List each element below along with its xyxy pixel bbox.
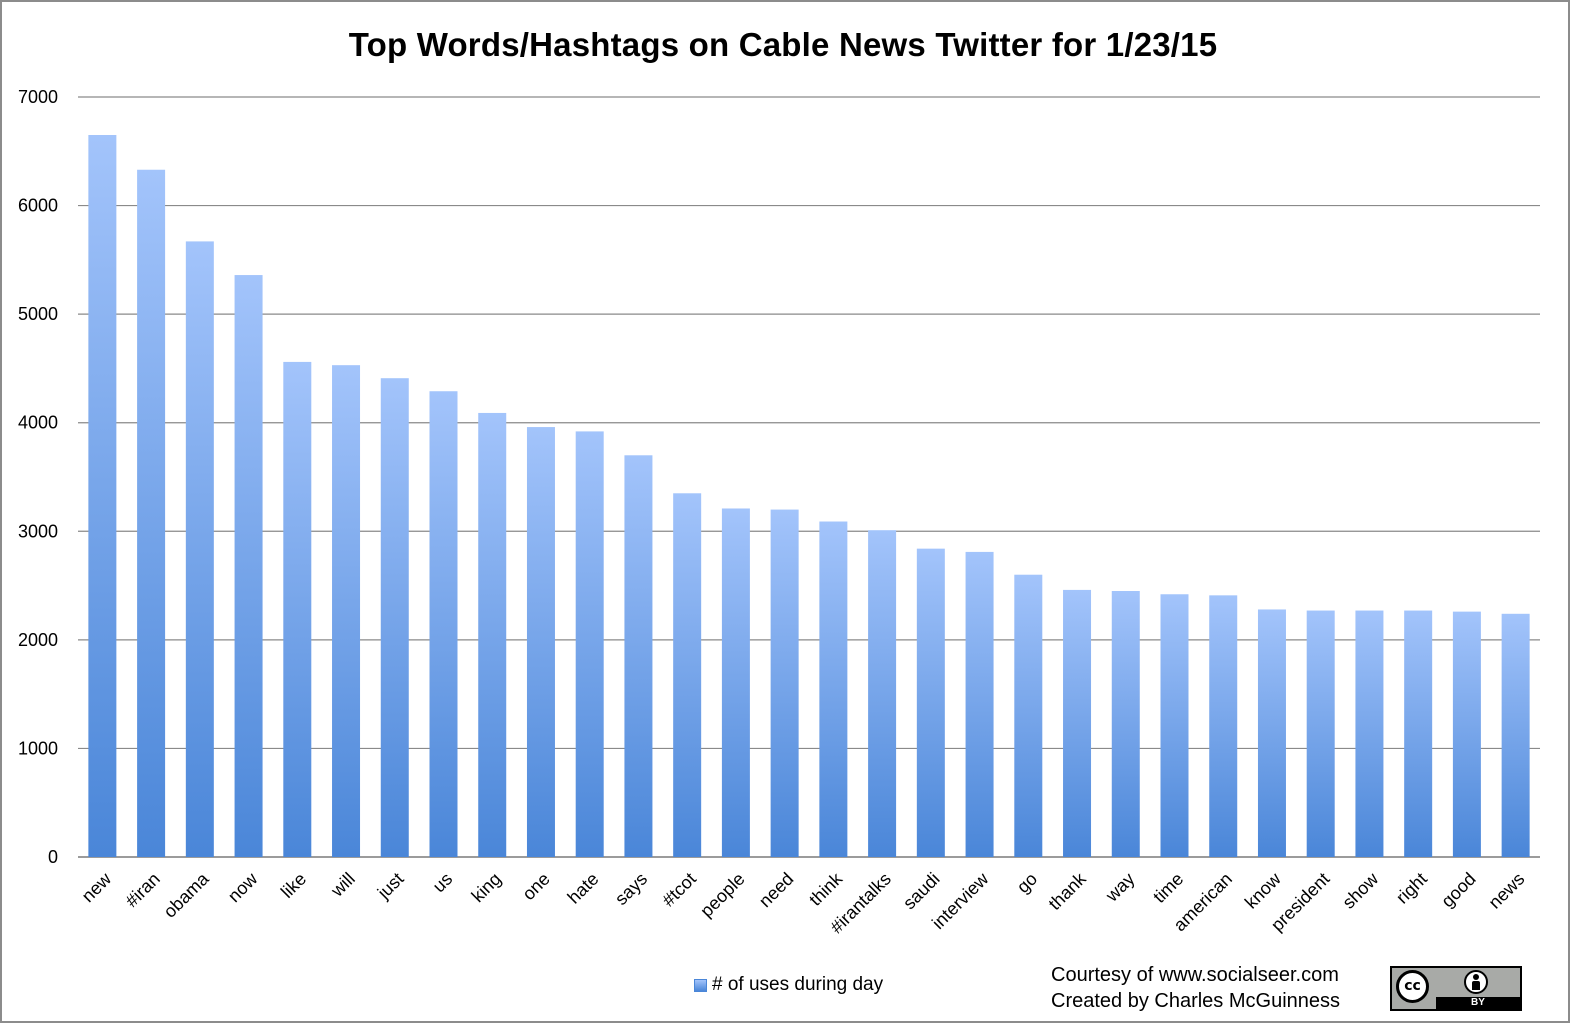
x-tick-label: just — [373, 869, 408, 904]
x-tick-label: obama — [160, 868, 214, 922]
credits-line-1: Courtesy of www.socialseer.com — [1051, 964, 1339, 986]
bar — [1160, 594, 1189, 857]
x-tick-label: will — [326, 869, 359, 902]
bar — [380, 378, 409, 857]
x-tick-label: one — [518, 869, 553, 904]
bar — [673, 493, 702, 857]
x-tick-label: think — [805, 868, 847, 910]
bar — [332, 365, 361, 857]
legend-swatch — [694, 978, 707, 992]
bar — [1111, 591, 1140, 857]
x-tick-label: new — [78, 868, 116, 906]
bar — [1209, 595, 1238, 857]
x-tick-label: thank — [1045, 868, 1091, 914]
bar — [137, 169, 166, 857]
by-label: BY — [1471, 997, 1485, 1008]
bar — [916, 548, 945, 857]
bar — [1501, 613, 1530, 857]
x-tick-label: us — [429, 869, 457, 897]
x-tick-label: time — [1149, 869, 1187, 907]
bars — [88, 135, 1530, 857]
y-tick-label: 4000 — [18, 413, 58, 433]
bar — [478, 412, 507, 857]
bar — [624, 455, 653, 857]
x-tick-label: #tcot — [658, 869, 700, 911]
x-tick-label: says — [611, 869, 651, 909]
bar — [868, 530, 897, 857]
legend-label: # of uses during day — [712, 974, 884, 995]
bar — [1014, 574, 1043, 857]
y-tick-label: 5000 — [18, 304, 58, 324]
y-tick-label: 1000 — [18, 738, 58, 758]
x-tick-label: king — [468, 869, 505, 906]
credits-line-2: Created by Charles McGuinness — [1051, 990, 1341, 1012]
x-tick-label: way — [1101, 869, 1138, 906]
cc-icon: cc — [1396, 970, 1429, 1003]
bar — [1257, 609, 1286, 857]
bar — [1063, 589, 1092, 857]
legend: # of uses during day — [694, 974, 883, 996]
x-tick-label: saudi — [899, 869, 944, 914]
x-tick-label: right — [1392, 869, 1431, 908]
y-tick-label: 0 — [48, 847, 58, 867]
credits: Courtesy of www.socialseer.com Created b… — [1051, 962, 1340, 1014]
x-tick-label: people — [696, 869, 748, 921]
bar — [1306, 610, 1335, 857]
bar — [1355, 610, 1384, 857]
x-tick-label: like — [277, 869, 310, 902]
bar — [721, 508, 750, 857]
y-tick-label: 7000 — [18, 87, 58, 107]
x-tick-label: need — [755, 869, 797, 911]
y-tick-label: 3000 — [18, 521, 58, 541]
x-tick-label: go — [1013, 869, 1041, 897]
bar — [1404, 610, 1433, 857]
y-axis-ticks: 0 1000 2000 3000 4000 5000 6000 7000 — [18, 87, 58, 867]
bar — [526, 427, 555, 857]
x-tick-label: show — [1338, 868, 1383, 913]
bar — [234, 275, 263, 857]
x-tick-label: #iran — [121, 869, 163, 911]
cc-by-icon: cc BY — [1390, 966, 1522, 1011]
bar — [1452, 611, 1481, 857]
bar — [575, 431, 604, 857]
x-tick-label: know — [1241, 868, 1286, 913]
bar — [185, 241, 214, 857]
bar — [283, 361, 312, 857]
bar — [770, 509, 799, 857]
x-tick-label: now — [224, 868, 262, 906]
bar — [429, 391, 458, 857]
x-tick-label: good — [1437, 869, 1479, 911]
grid-lines — [78, 96, 1540, 858]
bar — [965, 551, 994, 857]
x-tick-label: hate — [564, 869, 603, 908]
x-tick-label: news — [1485, 869, 1529, 913]
bar — [819, 521, 848, 857]
y-tick-label: 6000 — [18, 196, 58, 216]
bar — [88, 135, 117, 857]
y-tick-label: 2000 — [18, 630, 58, 650]
chart-title: Top Words/Hashtags on Cable News Twitter… — [348, 26, 1218, 63]
